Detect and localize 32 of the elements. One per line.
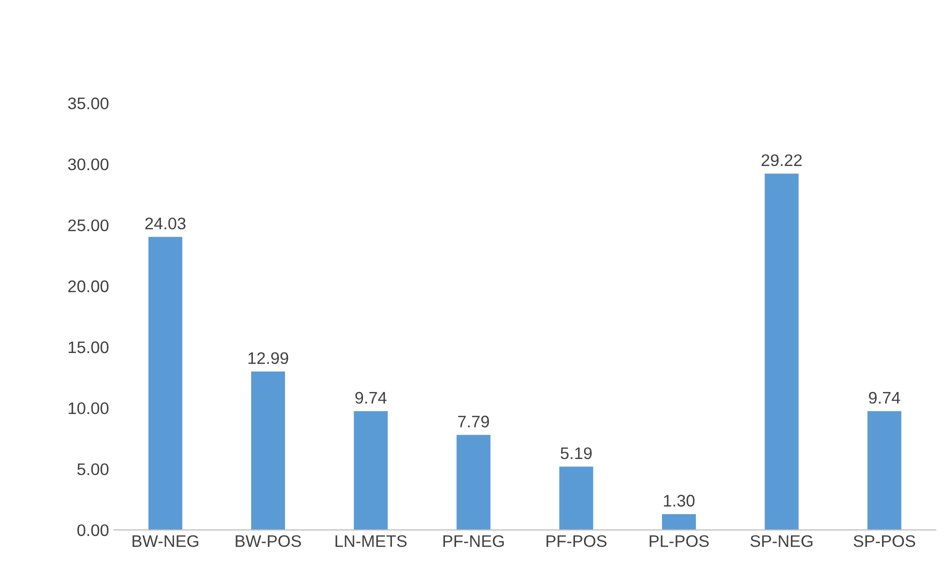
bar xyxy=(354,411,388,530)
bar xyxy=(662,514,696,530)
y-tick-label: 5.00 xyxy=(77,463,108,476)
x-tick-label: BW-NEG xyxy=(132,535,198,548)
data-label: 5.19 xyxy=(560,447,592,460)
data-label: 29.22 xyxy=(762,154,802,166)
x-tick-label: SP-POS xyxy=(854,535,916,548)
y-tick-label: 35.00 xyxy=(68,98,108,110)
x-tick-label: BW-POS xyxy=(236,535,301,548)
bar xyxy=(148,236,182,530)
data-label: 7.79 xyxy=(458,416,489,428)
y-tick-label: 10.00 xyxy=(68,402,108,414)
bar xyxy=(251,372,286,530)
y-tick-label: 25.00 xyxy=(68,219,108,232)
bar xyxy=(456,434,490,530)
bar xyxy=(764,174,799,530)
y-tick-label: 20.00 xyxy=(68,280,108,292)
x-tick-label: PF-NEG xyxy=(443,535,504,548)
data-label: 1.30 xyxy=(664,494,695,507)
x-tick-label: LN-METS xyxy=(336,535,407,548)
bar xyxy=(867,411,902,530)
data-label: 9.74 xyxy=(868,392,900,404)
data-label: 9.74 xyxy=(355,392,387,404)
y-tick-label: 0.00 xyxy=(77,524,108,536)
x-tick-label: SP-NEG xyxy=(750,535,812,548)
data-label: 12.99 xyxy=(248,352,288,364)
y-tick-label: 15.00 xyxy=(68,341,108,354)
bar xyxy=(559,466,594,530)
x-tick-label: PL-POS xyxy=(650,535,709,548)
x-tick-label: PF-POS xyxy=(546,535,606,548)
data-label: 24.03 xyxy=(145,218,186,230)
y-tick-label: 30.00 xyxy=(68,158,108,170)
